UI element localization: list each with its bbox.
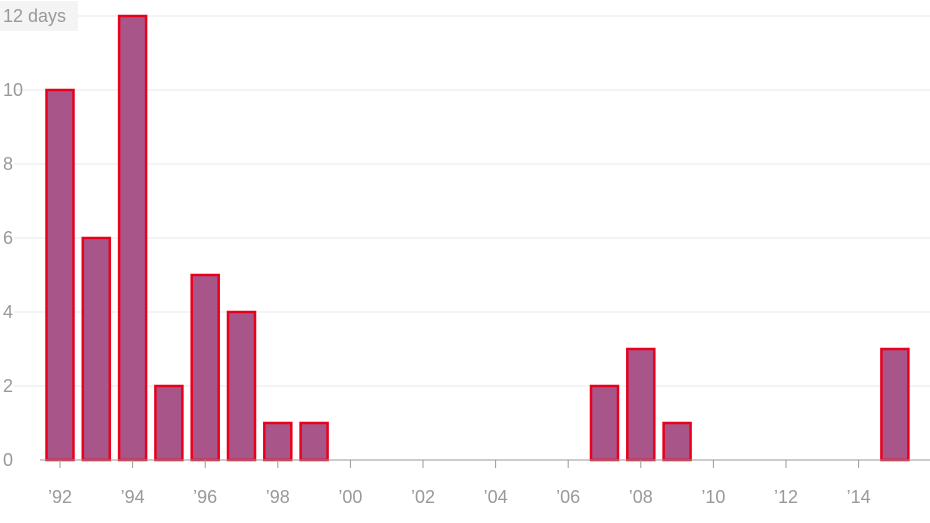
- x-tick-label: ’14: [847, 487, 871, 507]
- gridlines: [14, 15, 930, 387]
- x-tick-label: ’94: [121, 487, 145, 507]
- y-tick-label: 8: [3, 154, 13, 174]
- y-axis-labels: 0 2 4 6 8 10 12 days: [0, 1, 78, 470]
- x-tick-label: ’12: [774, 487, 798, 507]
- bar: [662, 421, 692, 462]
- x-tick-label: ’06: [556, 487, 580, 507]
- y-tick-label: 6: [3, 228, 13, 248]
- bar: [589, 384, 620, 462]
- bar: [45, 88, 75, 462]
- bars: [45, 14, 910, 462]
- bar: [154, 384, 184, 462]
- y-tick-label: 4: [3, 302, 13, 322]
- x-axis-labels: ’92 ’94 ’96 ’98 ’00 ’02 ’04 ’06 ’08 ’10 ’12 ’14: [48, 487, 871, 507]
- bar: [626, 347, 656, 462]
- x-tick-label: ’92: [48, 487, 72, 507]
- x-tick-label: ’02: [411, 487, 435, 507]
- bar: [190, 273, 220, 462]
- x-tick-label: ’00: [338, 487, 362, 507]
- x-tick-label: ’04: [484, 487, 508, 507]
- y-tick-label: 2: [3, 376, 13, 396]
- x-tick-label: ’08: [629, 487, 653, 507]
- bar: [226, 310, 257, 462]
- bar: [117, 14, 148, 462]
- bar: [81, 236, 112, 462]
- bar: [299, 421, 329, 462]
- y-tick-label: 12 days: [3, 6, 66, 26]
- y-top-label-background: [0, 1, 78, 31]
- x-tick-label: ’10: [701, 487, 725, 507]
- x-tick-label: ’96: [193, 487, 217, 507]
- bar: [263, 421, 293, 462]
- y-tick-label: 0: [3, 450, 13, 470]
- y-tick-label: 10: [3, 80, 23, 100]
- x-tick-label: ’98: [266, 487, 290, 507]
- x-axis: [40, 459, 930, 468]
- bar: [880, 347, 910, 462]
